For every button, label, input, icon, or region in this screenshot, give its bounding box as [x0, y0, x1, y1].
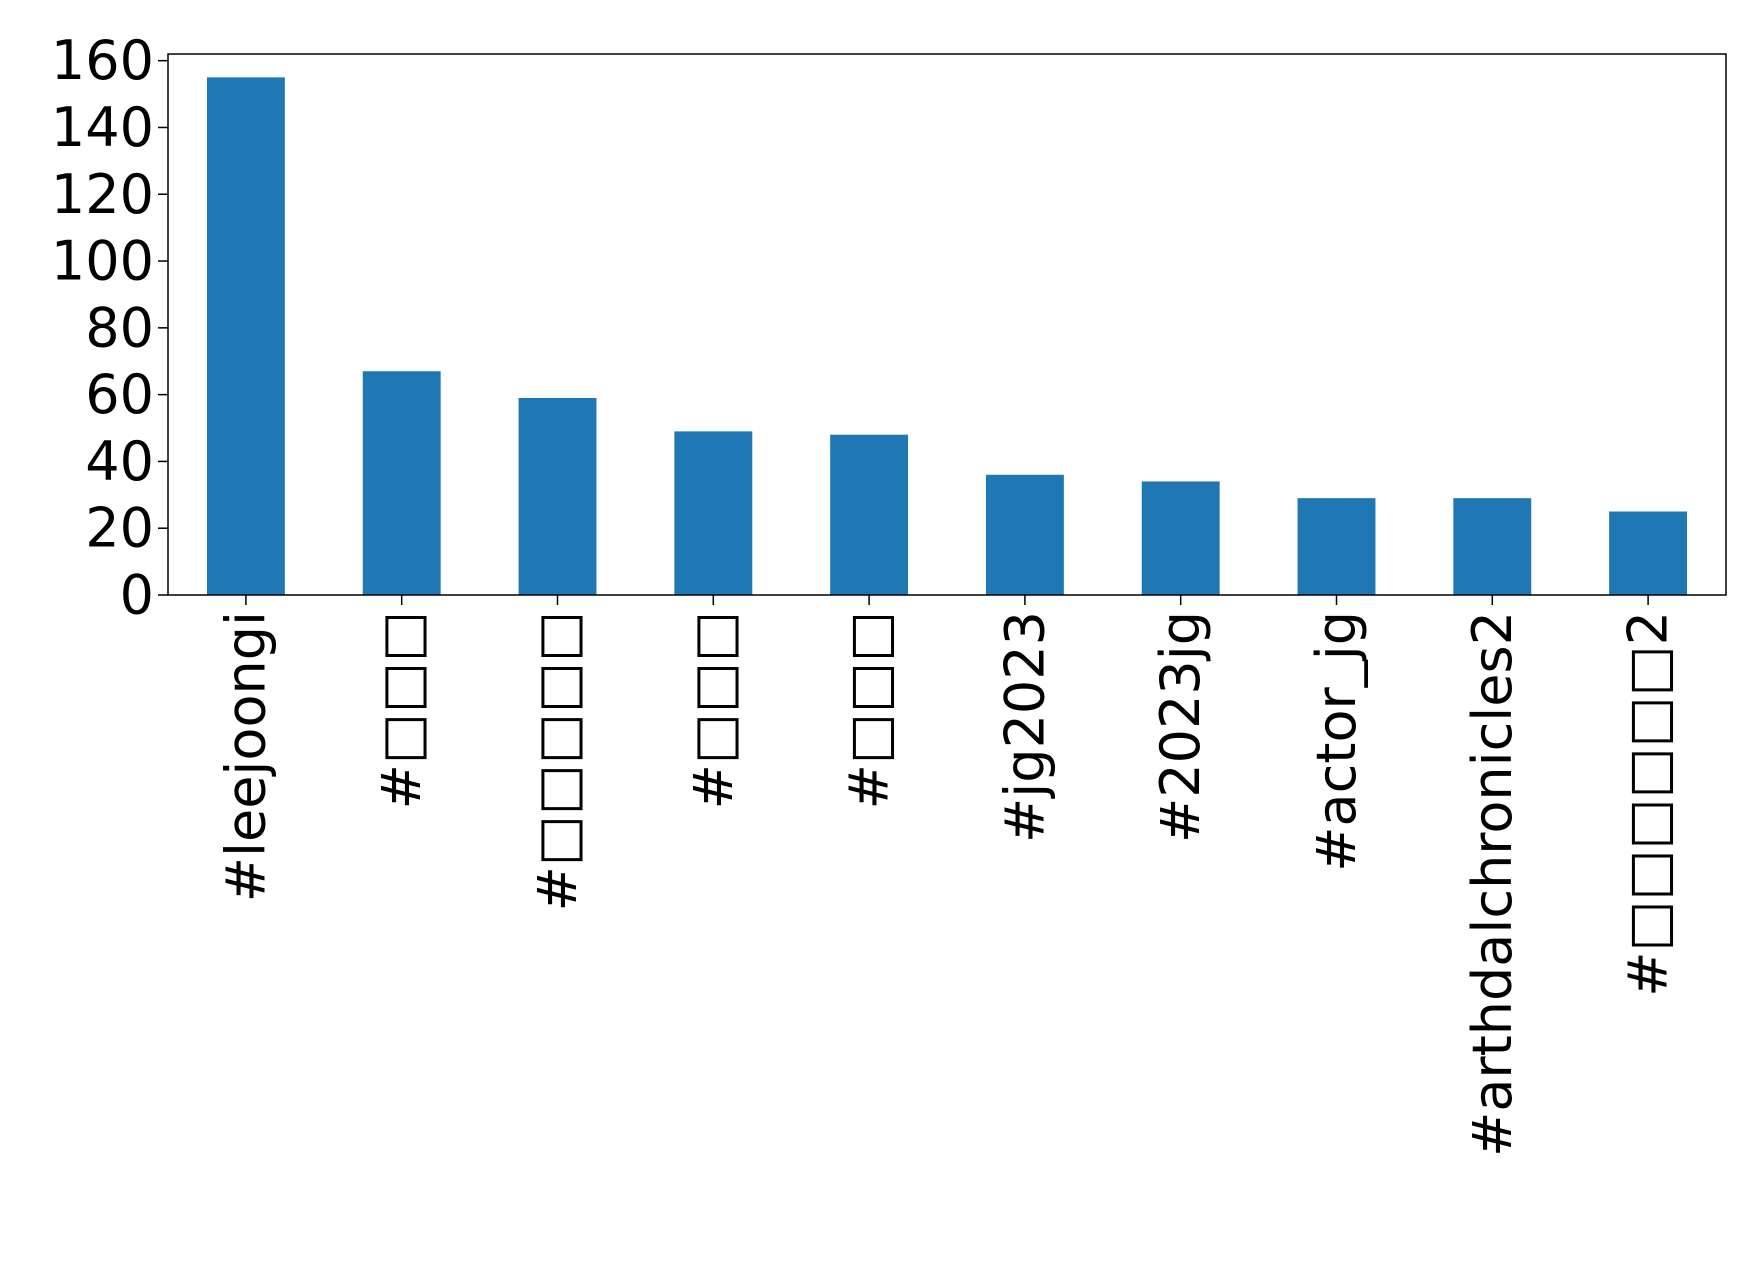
y-tick-label: 120: [51, 163, 154, 226]
bar: [206, 77, 285, 596]
bar: [830, 434, 909, 595]
x-tick-label: #leejoongi: [214, 611, 277, 902]
y-tick-label: 160: [51, 29, 154, 92]
x-tick-label: #arthdalchronicles2: [1461, 611, 1524, 1157]
y-tick-label: 80: [85, 296, 154, 359]
y-tick-label: 60: [85, 363, 154, 426]
x-tick-label: #□□□: [838, 611, 901, 809]
bars-group: [206, 77, 1688, 596]
y-tick-label: 100: [51, 230, 154, 293]
y-tick-label: 40: [85, 430, 154, 493]
x-tick-label: #□□□: [370, 611, 433, 809]
axes-frame: [167, 53, 1727, 596]
x-tick-label: #jg2023: [993, 611, 1056, 843]
y-tick-label: 20: [85, 497, 154, 560]
y-tick-label: 140: [51, 96, 154, 159]
x-tick-label: #2023jg: [1149, 611, 1212, 843]
bar: [1609, 511, 1688, 595]
x-tick-label: #□□□□□: [526, 611, 589, 911]
bar: [1297, 498, 1376, 595]
bar: [362, 371, 441, 595]
bar: [518, 397, 597, 595]
bar: [1453, 498, 1532, 595]
bar: [674, 431, 753, 595]
bar: [985, 474, 1064, 595]
x-tick-label: #□□□□□□2: [1617, 611, 1680, 997]
x-tick-label: #actor_jg: [1305, 611, 1368, 872]
bar: [1141, 481, 1220, 595]
y-tick-label: 0: [120, 564, 154, 627]
x-axis: #leejoongi #□□□ #□□□□□ #□□□ #□□□ #jg2023 #2023…: [214, 595, 1680, 1157]
x-tick-label: #□□□: [682, 611, 745, 809]
